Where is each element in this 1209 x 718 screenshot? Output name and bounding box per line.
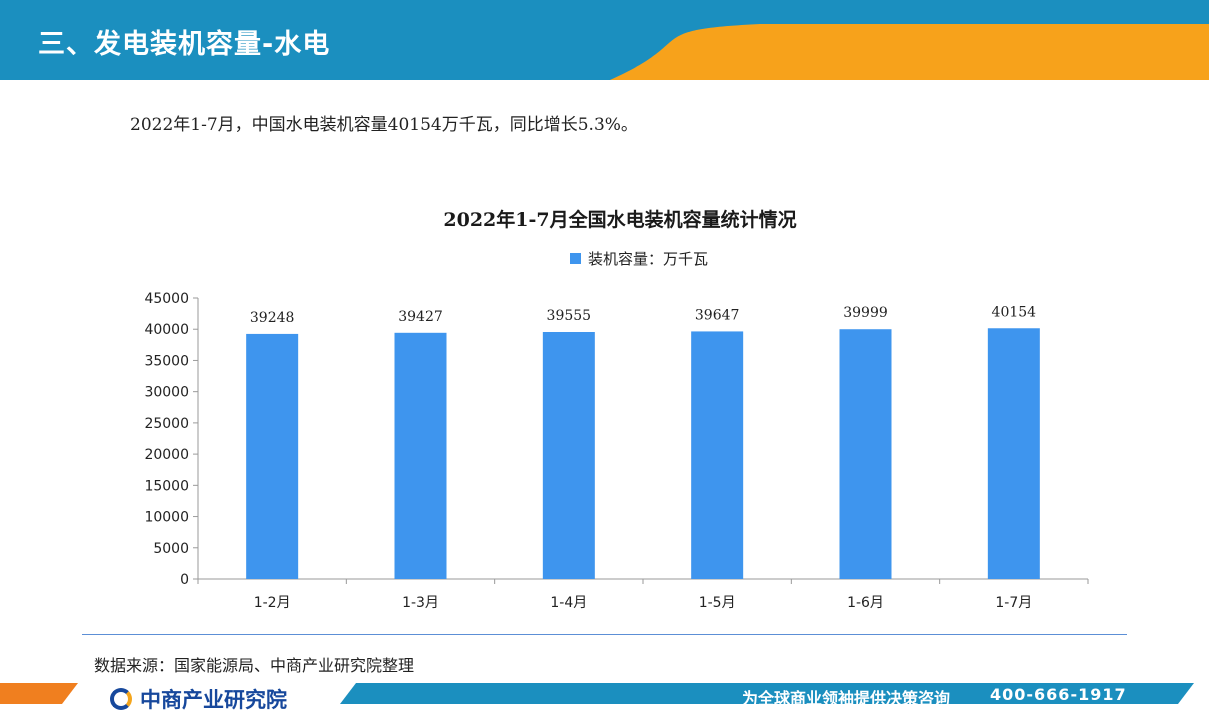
footer-phone: 400-666-1917 <box>990 685 1127 704</box>
chart-legend: 装机容量：万千瓦 <box>570 248 708 269</box>
y-tick-label: 25000 <box>144 416 189 432</box>
logo-icon <box>110 688 132 710</box>
y-tick-label: 0 <box>180 572 189 588</box>
footer-background <box>0 683 1194 704</box>
bar <box>394 332 447 579</box>
bar <box>246 333 299 579</box>
data-label: 39248 <box>250 310 295 326</box>
x-tick-label: 1-2月 <box>254 595 291 611</box>
footer-slogan: 为全球商业领袖提供决策咨询 <box>742 689 951 708</box>
x-tick-label: 1-6月 <box>847 595 884 611</box>
bar <box>987 328 1040 579</box>
data-label: 39555 <box>547 308 592 324</box>
data-label: 39427 <box>398 309 443 325</box>
y-tick-label: 40000 <box>144 322 189 338</box>
logo-text: 中商产业研究院 <box>140 688 287 712</box>
data-label: 39647 <box>695 307 740 323</box>
y-tick-label: 45000 <box>144 291 189 307</box>
x-tick-label: 1-3月 <box>402 595 439 611</box>
data-label: 39999 <box>843 305 888 321</box>
bar <box>691 331 744 579</box>
x-tick-label: 1-4月 <box>550 595 587 611</box>
bar <box>542 332 595 579</box>
x-tick-label: 1-5月 <box>699 595 736 611</box>
legend-swatch <box>570 253 581 264</box>
y-tick-label: 35000 <box>144 353 189 369</box>
data-label: 40154 <box>992 304 1037 320</box>
y-tick-label: 30000 <box>144 385 189 401</box>
chart-title: 2022年1-7月全国水电装机容量统计情况 <box>443 209 797 231</box>
header-banner: 三、发电装机容量-水电 <box>0 0 1209 80</box>
footer-banner <box>0 680 1209 718</box>
summary-text: 2022年1-7月，中国水电装机容量40154万千瓦，同比增长5.3%。 <box>130 115 638 135</box>
footer-logo: 中商产业研究院 <box>110 684 287 714</box>
divider <box>82 634 1127 635</box>
bar <box>839 329 892 579</box>
header-background <box>0 0 1209 80</box>
y-tick-label: 5000 <box>153 541 189 557</box>
source-note: 数据来源：国家能源局、中商产业研究院整理 <box>94 656 415 675</box>
y-tick-label: 10000 <box>144 510 189 526</box>
y-tick-label: 20000 <box>144 447 189 463</box>
y-tick-label: 15000 <box>144 478 189 494</box>
page-title: 三、发电装机容量-水电 <box>38 29 331 60</box>
legend-label: 装机容量：万千瓦 <box>588 250 709 268</box>
x-tick-label: 1-7月 <box>995 595 1032 611</box>
